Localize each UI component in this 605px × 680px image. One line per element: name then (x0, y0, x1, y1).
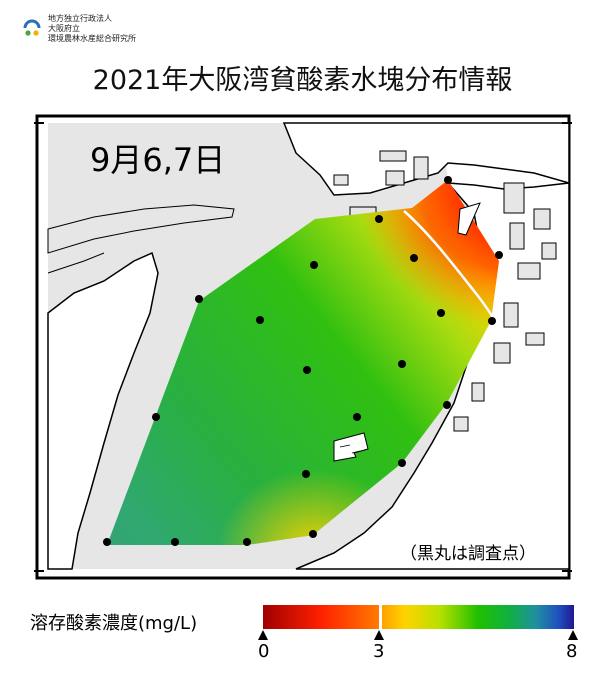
airport-island-2 (457, 202, 481, 236)
tick-label-min: 0 (258, 641, 270, 662)
survey-point (443, 401, 451, 409)
survey-point (410, 254, 418, 262)
tick-marker (258, 630, 268, 640)
survey-point (303, 366, 311, 374)
survey-point (103, 538, 111, 546)
institute-logo-icon (22, 19, 42, 39)
survey-point (495, 251, 503, 259)
survey-point (243, 538, 251, 546)
osaka-bay-map (34, 113, 572, 581)
survey-point-note: （黒丸は調査点） (398, 539, 538, 564)
tick-label-threshold: 3 (373, 641, 385, 662)
survey-point (302, 470, 310, 478)
survey-point (444, 176, 452, 184)
colorbar-high (382, 605, 574, 629)
colorbar (263, 605, 574, 629)
survey-point (171, 538, 179, 546)
osaka-coast (295, 182, 570, 570)
survey-point (152, 413, 160, 421)
survey-point (195, 295, 203, 303)
threshold-contour (403, 210, 496, 320)
colorbar-low (263, 605, 379, 629)
legend-label: 溶存酸素濃度(mg/L) (30, 613, 198, 634)
survey-point (437, 309, 445, 317)
awaji-island (47, 251, 159, 570)
airport-island (333, 432, 369, 462)
date-label: 9月6,7日 (90, 141, 226, 179)
survey-point (488, 317, 496, 325)
org-line-1: 地方独立行政法人 (48, 14, 112, 23)
colorbar-ticks (258, 630, 578, 640)
org-line-2: 大阪府立 (48, 24, 80, 33)
survey-points (103, 176, 503, 546)
survey-point (398, 459, 406, 467)
institute-logo: 地方独立行政法人 大阪府立 環境農林水産総合研究所 (22, 14, 136, 44)
survey-point (310, 261, 318, 269)
survey-point (375, 215, 383, 223)
survey-point (309, 530, 317, 538)
tick-label-max: 8 (566, 641, 578, 662)
survey-point (353, 413, 361, 421)
tick-marker (374, 630, 384, 640)
page-title: 2021年大阪湾貧酸素水塊分布情報 (92, 65, 513, 96)
survey-point (256, 316, 264, 324)
survey-point (398, 360, 406, 368)
org-line-3: 環境農林水産総合研究所 (48, 34, 136, 43)
tick-marker (568, 630, 578, 640)
